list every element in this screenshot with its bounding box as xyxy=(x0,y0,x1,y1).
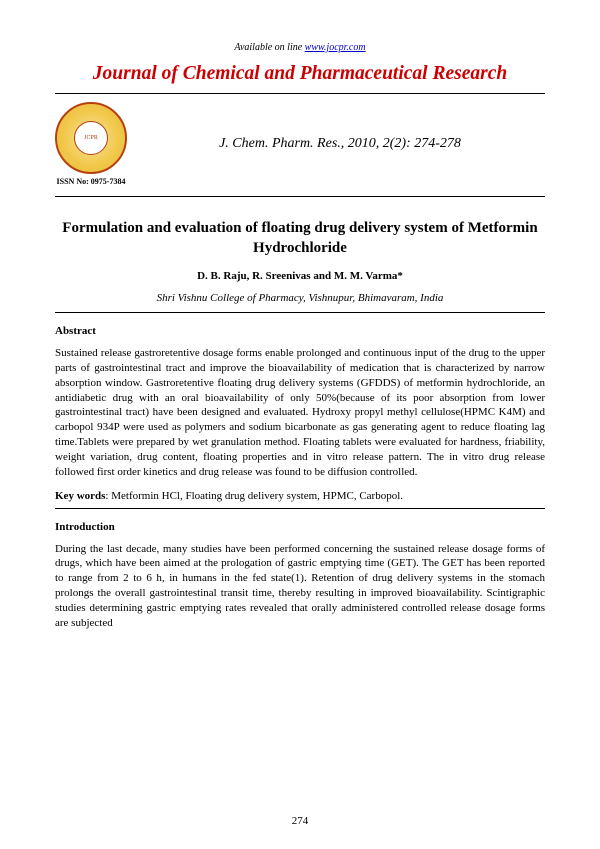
seal-center: JCPR xyxy=(74,121,108,155)
paper-title: Formulation and evaluation of floating d… xyxy=(55,219,545,258)
page-number: 274 xyxy=(0,815,600,827)
abstract-heading: Abstract xyxy=(55,325,545,337)
rule-under-journal-title xyxy=(55,93,545,94)
badge-wrap: JCPR ISSN No: 0975-7384 xyxy=(55,102,127,186)
issn-number: ISSN No: 0975-7384 xyxy=(55,177,127,186)
introduction-body: During the last decade, many studies hav… xyxy=(55,542,545,631)
keywords-text: : Metformin HCl, Floating drug delivery … xyxy=(105,490,403,502)
journal-seal-icon: JCPR xyxy=(55,102,127,174)
journal-title: Journal of Chemical and Pharmaceutical R… xyxy=(55,63,545,85)
journal-link[interactable]: www.jocpr.com xyxy=(305,42,366,53)
abstract-body: Sustained release gastroretentive dosage… xyxy=(55,346,545,480)
badge-citation-row: JCPR ISSN No: 0975-7384 J. Chem. Pharm. … xyxy=(55,102,545,186)
rule-below-keywords xyxy=(55,508,545,509)
rule-above-abstract xyxy=(55,312,545,313)
authors-line: D. B. Raju, R. Sreenivas and M. M. Varma… xyxy=(55,270,545,282)
citation-line: J. Chem. Pharm. Res., 2010, 2(2): 274-27… xyxy=(145,136,545,152)
available-prefix: Available on line xyxy=(234,42,304,53)
available-online-line: Available on line www.jocpr.com xyxy=(55,42,545,53)
keywords-label: Key words xyxy=(55,490,105,502)
rule-above-title xyxy=(55,196,545,197)
introduction-heading: Introduction xyxy=(55,521,545,533)
affiliation-line: Shri Vishnu College of Pharmacy, Vishnup… xyxy=(55,292,545,304)
keywords-line: Key words: Metformin HCl, Floating drug … xyxy=(55,490,545,502)
